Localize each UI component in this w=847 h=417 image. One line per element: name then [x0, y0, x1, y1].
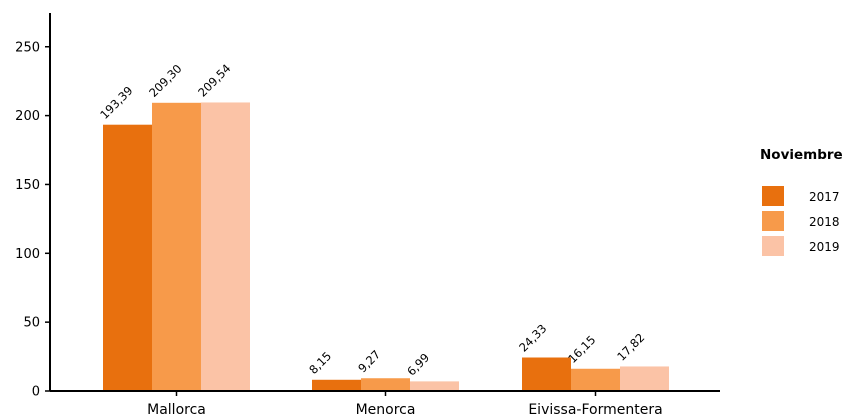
bar-2018-mallorca [152, 102, 201, 392]
bar-2019-mallorca [201, 102, 250, 392]
legend-title: Noviembre [760, 147, 843, 163]
bar-2017-mallorca [103, 124, 152, 392]
x-tick-label: Mallorca [147, 402, 206, 417]
bar-2019-menorca [410, 381, 459, 391]
legend-label-2017: 2017 [809, 190, 840, 204]
x-axis: Mallorca Menorca Eivissa-Formentera [50, 390, 720, 417]
data-label: 6,99 [404, 350, 432, 378]
bar-2019-eivissa-formentera [620, 366, 669, 391]
legend-label-2019: 2019 [809, 240, 840, 254]
x-tick-label: Eivissa-Formentera [528, 402, 662, 417]
y-tick-label: 250 [15, 40, 40, 55]
y-tick-label: 50 [23, 316, 40, 331]
bar-2017-menorca [312, 379, 361, 391]
data-label: 193,39 [97, 83, 135, 121]
legend-swatch-2017 [762, 186, 784, 206]
data-label: 16,15 [565, 333, 598, 366]
data-label: 9,27 [355, 347, 383, 375]
y-axis: 0 50 100 150 200 250 [15, 13, 51, 400]
data-label: 209,30 [146, 62, 184, 100]
x-tick-label: Menorca [356, 402, 416, 417]
bar-2017-eivissa-formentera [522, 357, 571, 391]
bar-2018-menorca [361, 378, 410, 391]
legend-swatch-2019 [762, 236, 784, 256]
y-tick-label: 150 [15, 178, 40, 193]
legend-label-2018: 2018 [809, 215, 840, 229]
y-tick-label: 0 [32, 385, 40, 400]
y-tick-label: 100 [15, 247, 40, 262]
bars [103, 102, 669, 392]
legend: Noviembre 2017 2018 2019 [760, 147, 843, 256]
data-label: 17,82 [614, 330, 647, 363]
data-label: 8,15 [306, 349, 334, 377]
bar-2018-eivissa-formentera [571, 368, 620, 391]
data-label: 24,33 [516, 321, 549, 354]
data-label: 209,54 [195, 61, 233, 99]
legend-swatch-2018 [762, 211, 784, 231]
y-tick-label: 200 [15, 109, 40, 124]
